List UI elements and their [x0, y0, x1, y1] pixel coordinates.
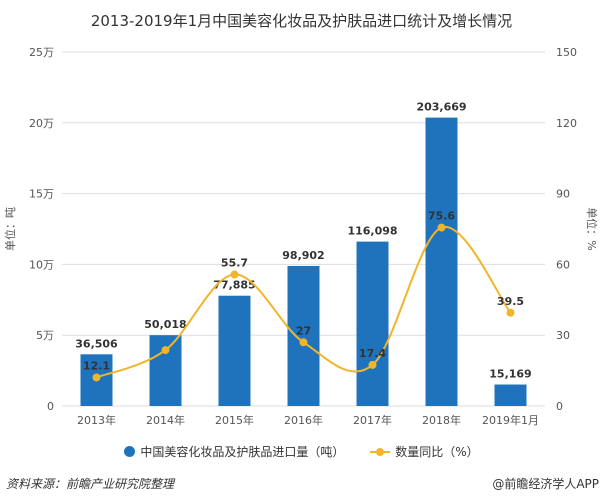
right-tick-label: 0	[556, 400, 563, 413]
legend-line-label: 数量同比（%）	[395, 445, 479, 459]
bar-data-label: 116,098	[347, 225, 397, 238]
growth-point	[161, 346, 170, 355]
left-tick-label: 5万	[36, 329, 54, 342]
growth-data-label: 39.5	[497, 295, 524, 308]
source-note: 资料来源：前瞻产业研究院整理	[6, 477, 175, 491]
bar-data-label: 50,018	[144, 318, 186, 331]
left-tick-label: 0	[47, 400, 54, 413]
bar	[149, 335, 182, 406]
left-axis-title: 单位：吨	[3, 207, 17, 251]
growth-point	[299, 338, 308, 347]
growth-data-label: 17.4	[359, 347, 386, 360]
bar	[356, 241, 389, 406]
x-tick-label: 2016年	[284, 413, 323, 427]
right-axis-title: 单位：%	[585, 207, 599, 250]
app-credit: @前瞻经济学人APP	[492, 477, 599, 491]
growth-data-label: 12.1	[83, 359, 110, 372]
x-tick-label: 2019年1月	[482, 413, 539, 427]
growth-point	[230, 270, 239, 279]
bar	[425, 117, 458, 406]
x-tick-label: 2013年	[77, 413, 116, 427]
left-tick-label: 15万	[29, 188, 54, 201]
chart-title: 2013-2019年1月中国美容化妆品及护肤品进口统计及增长情况	[90, 12, 513, 30]
bar-data-label: 15,169	[489, 368, 531, 381]
bar	[218, 295, 251, 406]
right-tick-label: 120	[556, 117, 577, 130]
growth-point	[368, 360, 377, 369]
left-tick-label: 25万	[29, 46, 54, 59]
left-tick-label: 10万	[29, 258, 54, 271]
right-tick-label: 150	[556, 46, 577, 59]
x-tick-label: 2014年	[146, 413, 185, 427]
right-tick-label: 90	[556, 188, 570, 201]
chart-plot: 0 0 5万 30 10万 60 15万 90 20万 120 25万 150 单位：吨 单位：% 36,5…	[3, 46, 599, 427]
legend: 中国美容化妆品及护肤品进口量（吨） 数量同比（%）	[0, 443, 603, 460]
right-tick-label: 30	[556, 329, 570, 342]
growth-point	[506, 308, 515, 317]
growth-point	[437, 223, 446, 232]
legend-bar-label: 中国美容化妆品及护肤品进口量（吨）	[140, 445, 345, 459]
x-tick-label: 2017年	[353, 413, 392, 427]
x-tick-label: 2018年	[422, 413, 461, 427]
bar	[287, 265, 320, 406]
growth-point	[92, 373, 101, 382]
bar-data-label: 98,902	[282, 249, 324, 262]
legend-bar-marker	[124, 446, 136, 457]
right-tick-label: 60	[556, 258, 570, 271]
bar	[494, 384, 527, 406]
growth-data-label: 27	[296, 324, 311, 337]
bar-data-label: 36,506	[75, 337, 118, 350]
legend-line-marker	[370, 446, 391, 457]
bar-data-label: 77,885	[213, 279, 255, 292]
growth-data-label: 55.7	[221, 257, 248, 270]
growth-data-label: 75.6	[428, 210, 455, 223]
bar-data-label: 203,669	[416, 101, 466, 114]
left-tick-label: 20万	[29, 117, 54, 130]
x-tick-label: 2015年	[215, 413, 254, 427]
